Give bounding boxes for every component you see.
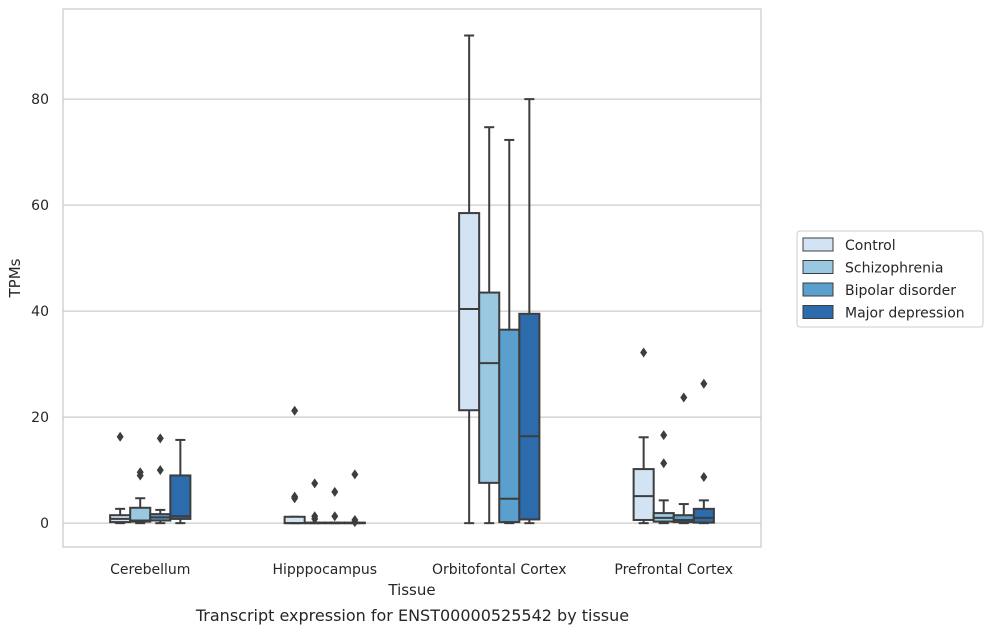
legend-label: Major depression <box>845 306 965 322</box>
legend-swatch <box>802 237 834 252</box>
box-iqr <box>498 328 521 524</box>
box-0-0 <box>109 431 132 525</box>
box-iqr <box>518 312 541 521</box>
legend-swatch <box>802 282 834 297</box>
boxes <box>109 34 715 528</box>
legend-swatch <box>802 305 834 319</box>
y-tick-label: 60 <box>31 198 49 214</box>
box-iqr <box>672 514 695 524</box>
outlier-point <box>291 405 299 416</box>
box-1-0 <box>129 467 152 525</box>
outlier-point <box>311 513 319 524</box>
chart-caption: Transcript expression for ENST0000052554… <box>195 606 630 625</box>
y-tick-label: 80 <box>31 92 49 108</box>
outlier-point <box>351 517 359 528</box>
box-1-2 <box>478 126 501 525</box>
box-3-3 <box>692 378 715 525</box>
y-axis-label: TPMs <box>6 258 24 298</box>
box-3-1 <box>343 469 366 528</box>
legend-label: Bipolar disorder <box>845 283 956 299</box>
box-iqr <box>169 474 192 520</box>
box-iqr <box>692 507 715 524</box>
x-axis-label: Tissue <box>387 581 435 599</box>
box-3-2 <box>518 98 541 525</box>
box-3-0 <box>169 438 192 525</box>
outlier-point <box>156 433 164 444</box>
box-2-1 <box>323 486 346 525</box>
x-tick-labels: Cerebellum Hipppocampus Orbitofontal Corte… <box>110 562 733 578</box>
outlier-point <box>700 378 708 389</box>
box-0-1 <box>283 405 306 525</box>
box-iqr <box>458 212 481 412</box>
outlier-point <box>640 347 648 358</box>
outlier-point <box>291 493 299 504</box>
legend-swatch <box>802 260 834 274</box>
legend-items: Control Schizophrenia Bipolar disorder Majo… <box>802 237 965 322</box>
box-0-3 <box>632 347 655 525</box>
box-iqr <box>129 506 152 523</box>
legend-frame <box>796 230 984 328</box>
y-tick-labels: 0 20 40 60 80 <box>31 92 49 532</box>
y-tick-label: 40 <box>31 304 49 320</box>
outlier-point <box>660 458 668 469</box>
outlier-point <box>156 465 164 476</box>
grid-lines <box>63 98 761 524</box>
outlier-point <box>331 511 339 522</box>
outlier-point <box>116 431 124 442</box>
box-2-0 <box>149 433 172 525</box>
box-iqr <box>632 468 655 521</box>
box-0-2 <box>458 34 481 525</box>
outlier-point <box>136 470 144 481</box>
outlier-point <box>660 430 668 441</box>
outlier-point <box>351 469 359 480</box>
box-1-3 <box>652 430 675 525</box>
legend-label: Schizophrenia <box>845 261 943 277</box>
x-tick-label: Prefrontal Cortex <box>614 562 733 578</box>
box-2-2 <box>498 138 521 525</box>
box-2-3 <box>672 392 695 525</box>
x-tick-label: Hipppocampus <box>272 562 377 578</box>
box-iqr <box>478 291 501 484</box>
box-1-1 <box>303 478 326 525</box>
x-tick-label: Orbitofontal Cortex <box>432 562 567 578</box>
outlier-point <box>311 478 319 489</box>
y-tick-label: 0 <box>40 516 49 532</box>
outlier-point <box>331 486 339 497</box>
legend-label: Control <box>845 238 896 254</box>
plot-area-frame <box>62 8 762 548</box>
outlier-point <box>700 472 708 483</box>
outlier-point <box>680 392 688 403</box>
legend: Control Schizophrenia Bipolar disorder Majo… <box>796 230 984 328</box>
x-tick-label: Cerebellum <box>110 562 190 578</box>
y-tick-label: 20 <box>31 410 49 426</box>
